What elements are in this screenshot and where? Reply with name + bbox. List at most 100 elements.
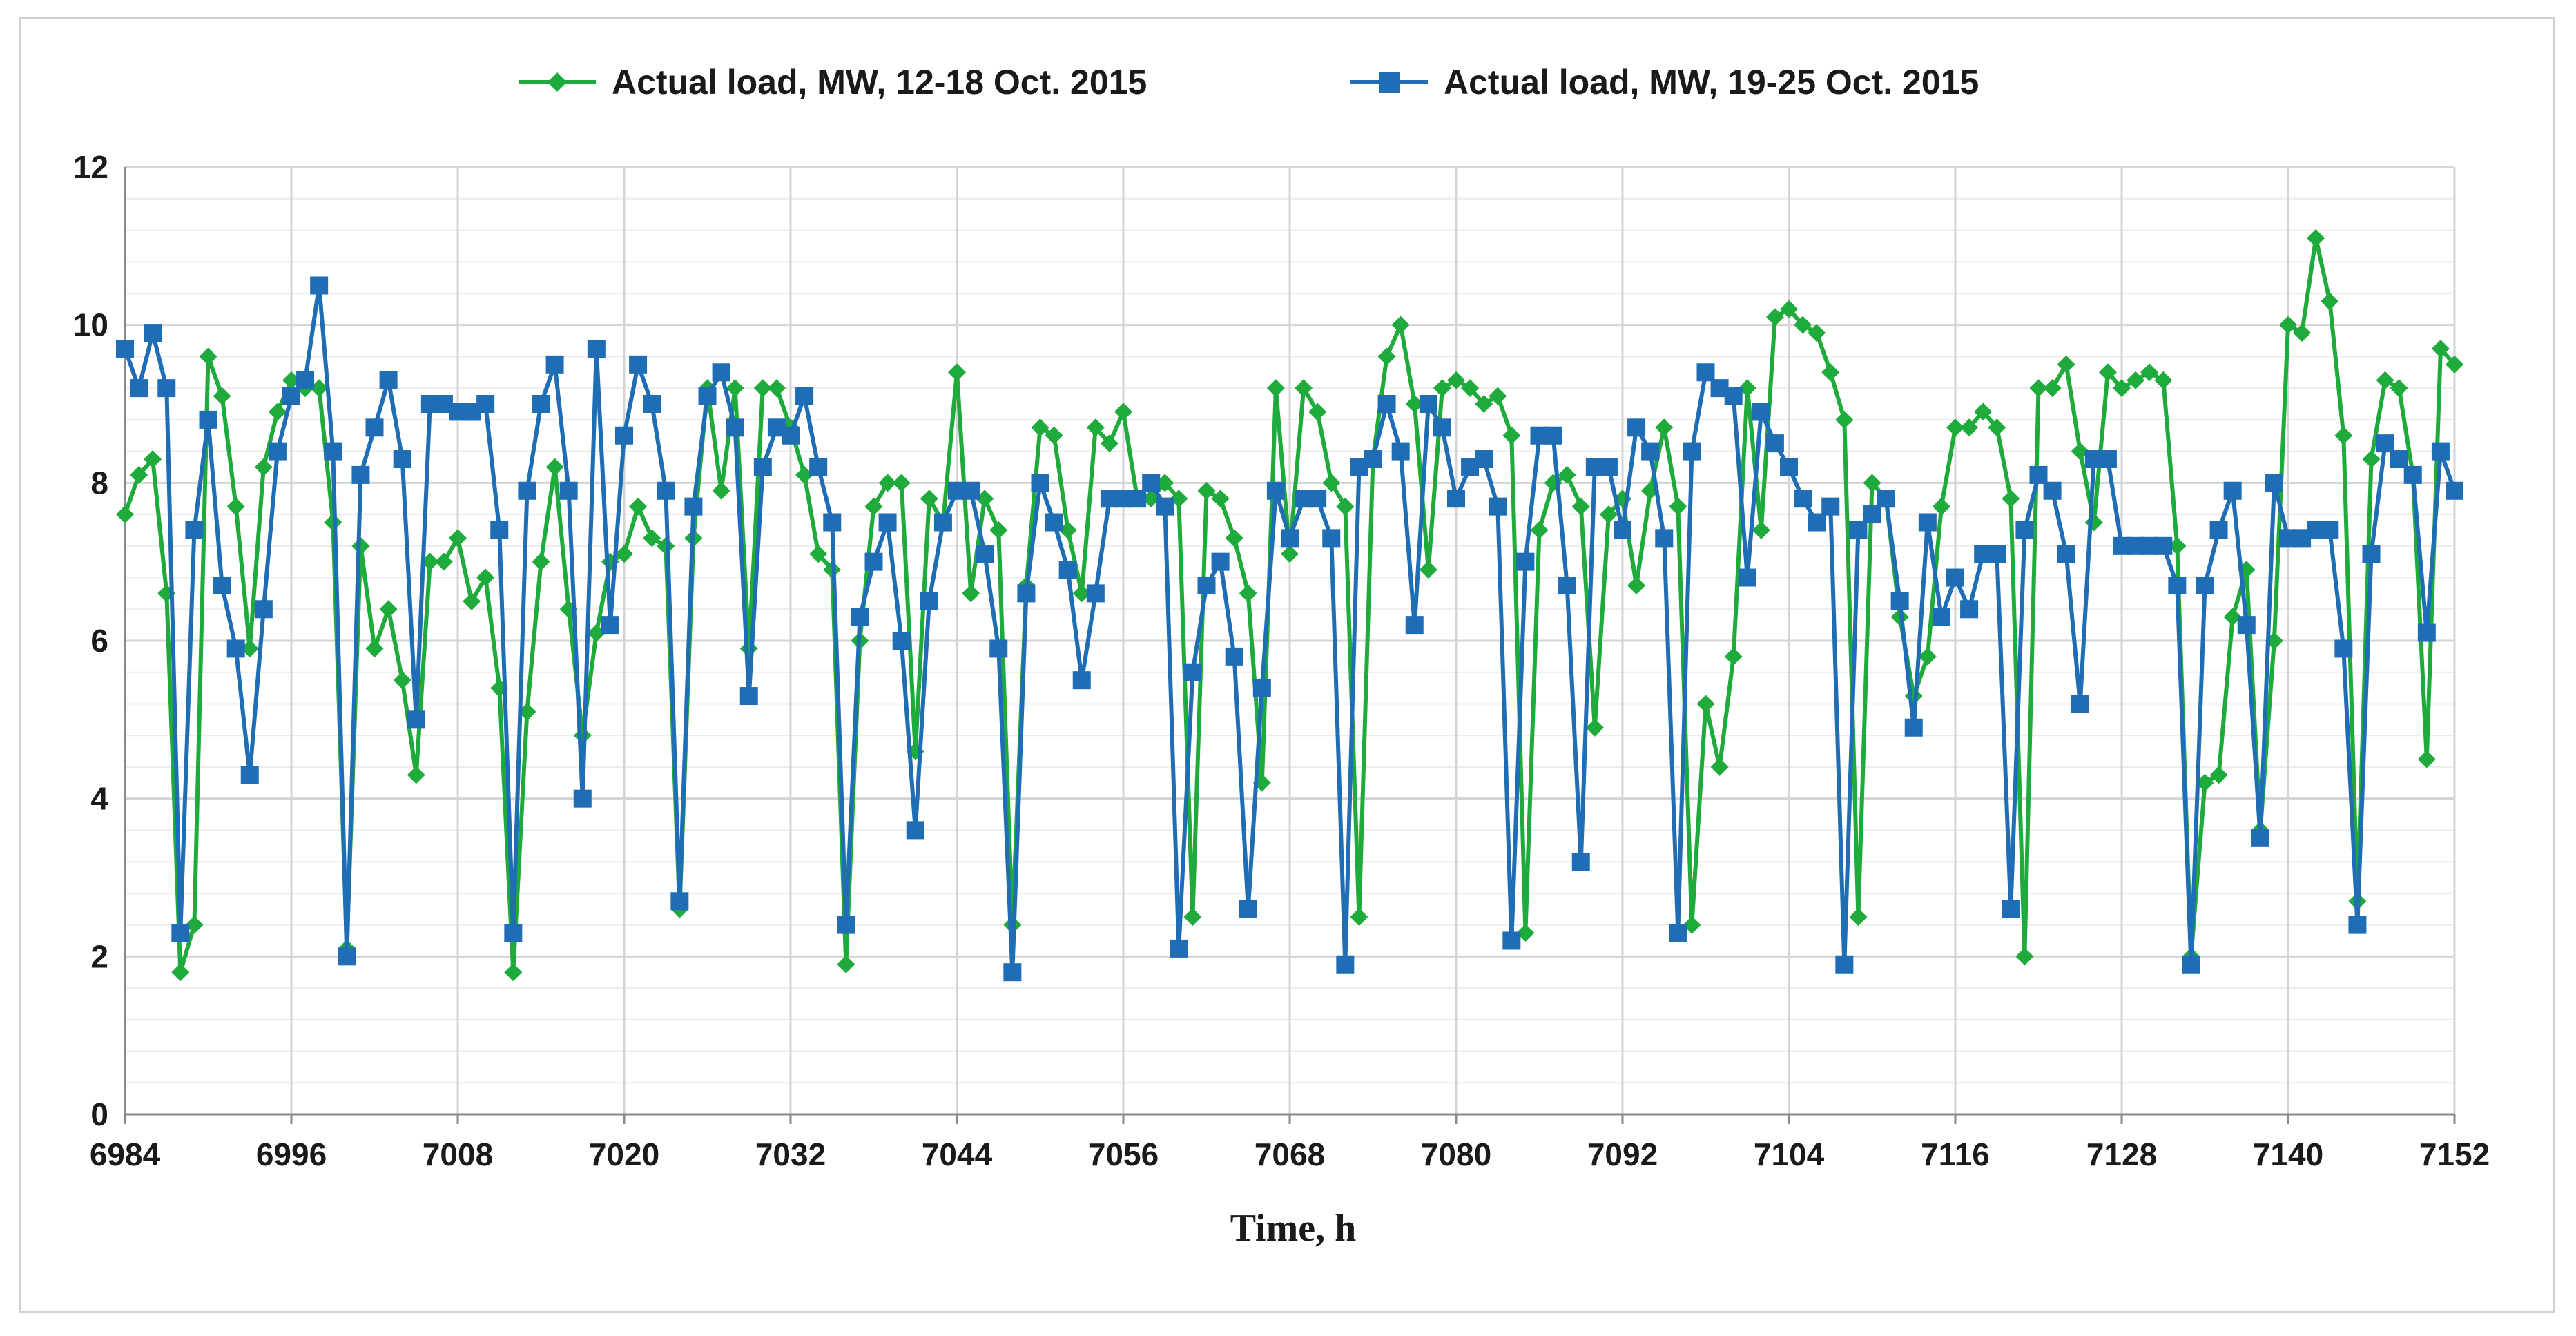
data-point [2209,766,2228,784]
data-point [1045,426,1063,445]
data-point [1669,924,1687,942]
data-point [1475,450,1493,469]
data-point [2140,363,2159,382]
x-tick-label: 6984 [90,1136,161,1172]
data-point [643,529,661,548]
data-point [1350,908,1368,927]
data-point [1738,379,1756,398]
x-tick-label: 7080 [1421,1136,1491,1172]
data-point [1225,529,1243,548]
data-point [1489,387,1507,405]
data-point [504,963,523,982]
data-point [1696,695,1715,713]
data-point [1738,568,1756,587]
y-tick-label: 0 [90,1096,108,1132]
data-point [573,789,592,808]
data-point [532,552,550,571]
data-point [1918,513,1937,532]
data-point [476,568,495,587]
data-point [518,702,536,721]
data-point [1156,497,1174,516]
data-point [1544,426,1562,445]
data-point [1849,521,1868,539]
data-point [2251,829,2269,847]
data-point [545,355,564,374]
data-point [906,821,924,840]
data-point [976,490,994,508]
data-point [268,403,287,421]
data-point [1765,308,1784,327]
data-point [851,608,869,626]
data-point [726,379,744,398]
data-point [490,521,509,539]
x-tick-label: 7116 [1921,1136,1990,1172]
data-point [1475,395,1493,413]
data-point [1239,900,1257,918]
data-point [1627,418,1646,437]
data-point [254,458,273,476]
data-point [1960,600,1979,619]
data-point [2279,316,2297,334]
data-point [1571,853,1590,871]
y-tick-label: 2 [90,938,108,974]
data-point [338,947,356,966]
data-point [2168,576,2187,594]
data-point [1808,513,1826,532]
data-point [1031,474,1049,492]
data-point [1197,481,1216,500]
data-point [2084,513,2103,532]
data-point [2071,442,2089,461]
data-point [809,545,828,563]
data-point [1183,908,1202,927]
data-point [1516,924,1535,942]
series-1 [116,229,2463,982]
data-point [1683,442,1701,461]
data-point [587,339,606,358]
data-point [1031,418,1049,437]
data-point [712,363,730,382]
data-point [1655,418,1674,437]
gridlines [125,166,2456,1114]
data-point [2154,536,2173,555]
data-point [920,490,938,508]
data-point [1461,379,1480,398]
data-point [1405,616,1424,635]
data-point [310,379,329,398]
data-point [1585,718,1604,737]
data-point [185,521,204,539]
data-point [420,552,439,571]
data-point [1696,363,1715,382]
data-point [1835,410,1854,429]
data-point [1170,939,1188,958]
data-point [2417,623,2436,642]
data-point [1988,545,2006,563]
data-point [1502,426,1521,445]
x-tick-label: 7128 [2086,1136,2157,1172]
data-point [449,529,467,548]
data-point [2307,229,2325,247]
data-point [532,395,550,413]
data-point [559,481,578,500]
data-point [1364,450,1382,469]
legend-marker-2 [1379,72,1400,93]
legend: Actual load, MW, 12-18 Oct. 2015 Actual … [519,63,1979,101]
data-point [2403,465,2422,484]
data-point [1100,434,1118,453]
data-point [2057,355,2075,374]
x-tick-labels: 6984 6996 7008 7020 7032 7044 7056 7068 7080 7092… [90,1136,2490,1172]
legend-entry-2: Actual load, MW, 19-25 Oct. 2015 [1350,63,1979,101]
data-point [1308,490,1327,508]
data-point [878,474,897,492]
data-point [518,481,536,500]
data-point [1266,379,1285,398]
data-point [823,513,842,532]
data-point [629,497,648,516]
data-point [1904,718,1923,737]
data-point [2321,521,2339,539]
data-point [1433,418,1451,437]
data-point [1821,363,1840,382]
data-point [1765,434,1784,453]
data-point [684,497,703,516]
data-point [1322,529,1341,548]
data-point [324,442,342,461]
